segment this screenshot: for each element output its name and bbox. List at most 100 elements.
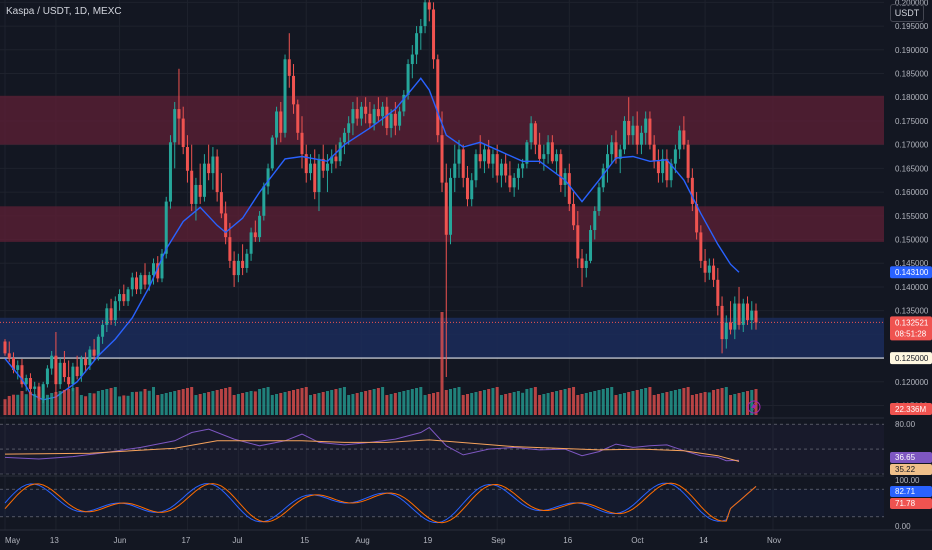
candle[interactable] [427, 2, 431, 10]
candle[interactable] [627, 120, 631, 136]
candle[interactable] [546, 142, 550, 155]
candle[interactable] [559, 154, 563, 185]
candle[interactable] [707, 265, 711, 273]
candle[interactable] [152, 263, 156, 276]
candle[interactable] [720, 305, 724, 340]
candle[interactable] [444, 182, 448, 235]
candle[interactable] [113, 301, 117, 321]
candle[interactable] [542, 154, 546, 159]
candle[interactable] [342, 132, 346, 143]
candle[interactable] [453, 163, 457, 178]
candle[interactable] [703, 260, 707, 273]
candle[interactable] [194, 184, 198, 204]
candle[interactable] [410, 54, 414, 65]
candle[interactable] [661, 158, 665, 174]
candle[interactable] [474, 154, 478, 181]
candle[interactable] [597, 187, 601, 212]
candle[interactable] [614, 142, 618, 159]
candle[interactable] [105, 308, 109, 325]
candle[interactable] [101, 324, 105, 337]
candle[interactable] [245, 253, 249, 268]
candle[interactable] [96, 336, 100, 356]
candle[interactable] [224, 213, 228, 238]
candle[interactable] [385, 106, 389, 129]
candle[interactable] [330, 156, 334, 164]
candle[interactable] [376, 109, 380, 117]
candle[interactable] [741, 303, 745, 325]
candle[interactable] [487, 149, 491, 164]
candle[interactable] [393, 113, 397, 126]
candle[interactable] [7, 353, 11, 359]
candle[interactable] [41, 384, 45, 399]
candle[interactable] [482, 149, 486, 162]
candle[interactable] [610, 142, 614, 155]
candle[interactable] [389, 113, 393, 129]
candle[interactable] [686, 144, 690, 178]
candle[interactable] [415, 33, 419, 55]
candle[interactable] [449, 177, 453, 235]
candle[interactable] [147, 275, 151, 285]
candle[interactable] [669, 163, 673, 181]
candle[interactable] [512, 177, 516, 188]
candle[interactable] [177, 109, 181, 119]
candle[interactable] [673, 149, 677, 164]
candle[interactable] [639, 132, 643, 145]
candle[interactable] [550, 142, 554, 162]
candle[interactable] [750, 310, 754, 321]
candle[interactable] [355, 109, 359, 119]
candle[interactable] [211, 156, 215, 174]
candle[interactable] [207, 163, 211, 174]
candle[interactable] [601, 168, 605, 188]
candle[interactable] [712, 265, 716, 280]
candle[interactable] [525, 142, 529, 164]
candle[interactable] [71, 366, 75, 385]
candle[interactable] [478, 154, 482, 162]
candle[interactable] [67, 377, 71, 385]
candle[interactable] [516, 168, 520, 178]
candle[interactable] [308, 163, 312, 174]
candle[interactable] [3, 341, 7, 354]
candle[interactable] [372, 109, 376, 124]
candle[interactable] [317, 158, 321, 193]
candle[interactable] [593, 211, 597, 231]
candle[interactable] [249, 232, 253, 254]
candle[interactable] [368, 113, 372, 124]
candle[interactable] [631, 125, 635, 136]
candle[interactable] [16, 365, 20, 370]
candle[interactable] [533, 123, 537, 145]
candle[interactable] [118, 294, 122, 302]
candle[interactable] [122, 294, 126, 302]
candle[interactable] [232, 260, 236, 276]
candle[interactable] [347, 123, 351, 133]
candle[interactable] [20, 365, 24, 385]
candle[interactable] [351, 109, 355, 124]
candle[interactable] [241, 260, 245, 268]
candle[interactable] [419, 26, 423, 34]
candle[interactable] [338, 142, 342, 162]
candle[interactable] [746, 303, 750, 321]
candle[interactable] [635, 125, 639, 145]
candle[interactable] [325, 163, 329, 171]
candle[interactable] [45, 368, 49, 385]
candle[interactable] [737, 303, 741, 325]
lightning-icon[interactable] [747, 400, 761, 414]
candle[interactable] [538, 144, 542, 159]
candle[interactable] [50, 355, 54, 369]
candle[interactable] [529, 123, 533, 143]
candle[interactable] [436, 59, 440, 136]
candle[interactable] [258, 215, 262, 238]
candle[interactable] [652, 144, 656, 162]
candle[interactable] [555, 154, 559, 162]
candle[interactable] [304, 154, 308, 174]
candle[interactable] [508, 175, 512, 188]
candle[interactable] [130, 277, 134, 290]
candle[interactable] [724, 322, 728, 340]
candle[interactable] [754, 310, 758, 323]
candle[interactable] [716, 279, 720, 306]
currency-button[interactable]: USDT [890, 4, 924, 22]
candle[interactable] [135, 277, 139, 290]
candle[interactable] [690, 177, 694, 204]
candle[interactable] [28, 378, 32, 389]
candle[interactable] [33, 386, 37, 389]
candle[interactable] [173, 109, 177, 143]
